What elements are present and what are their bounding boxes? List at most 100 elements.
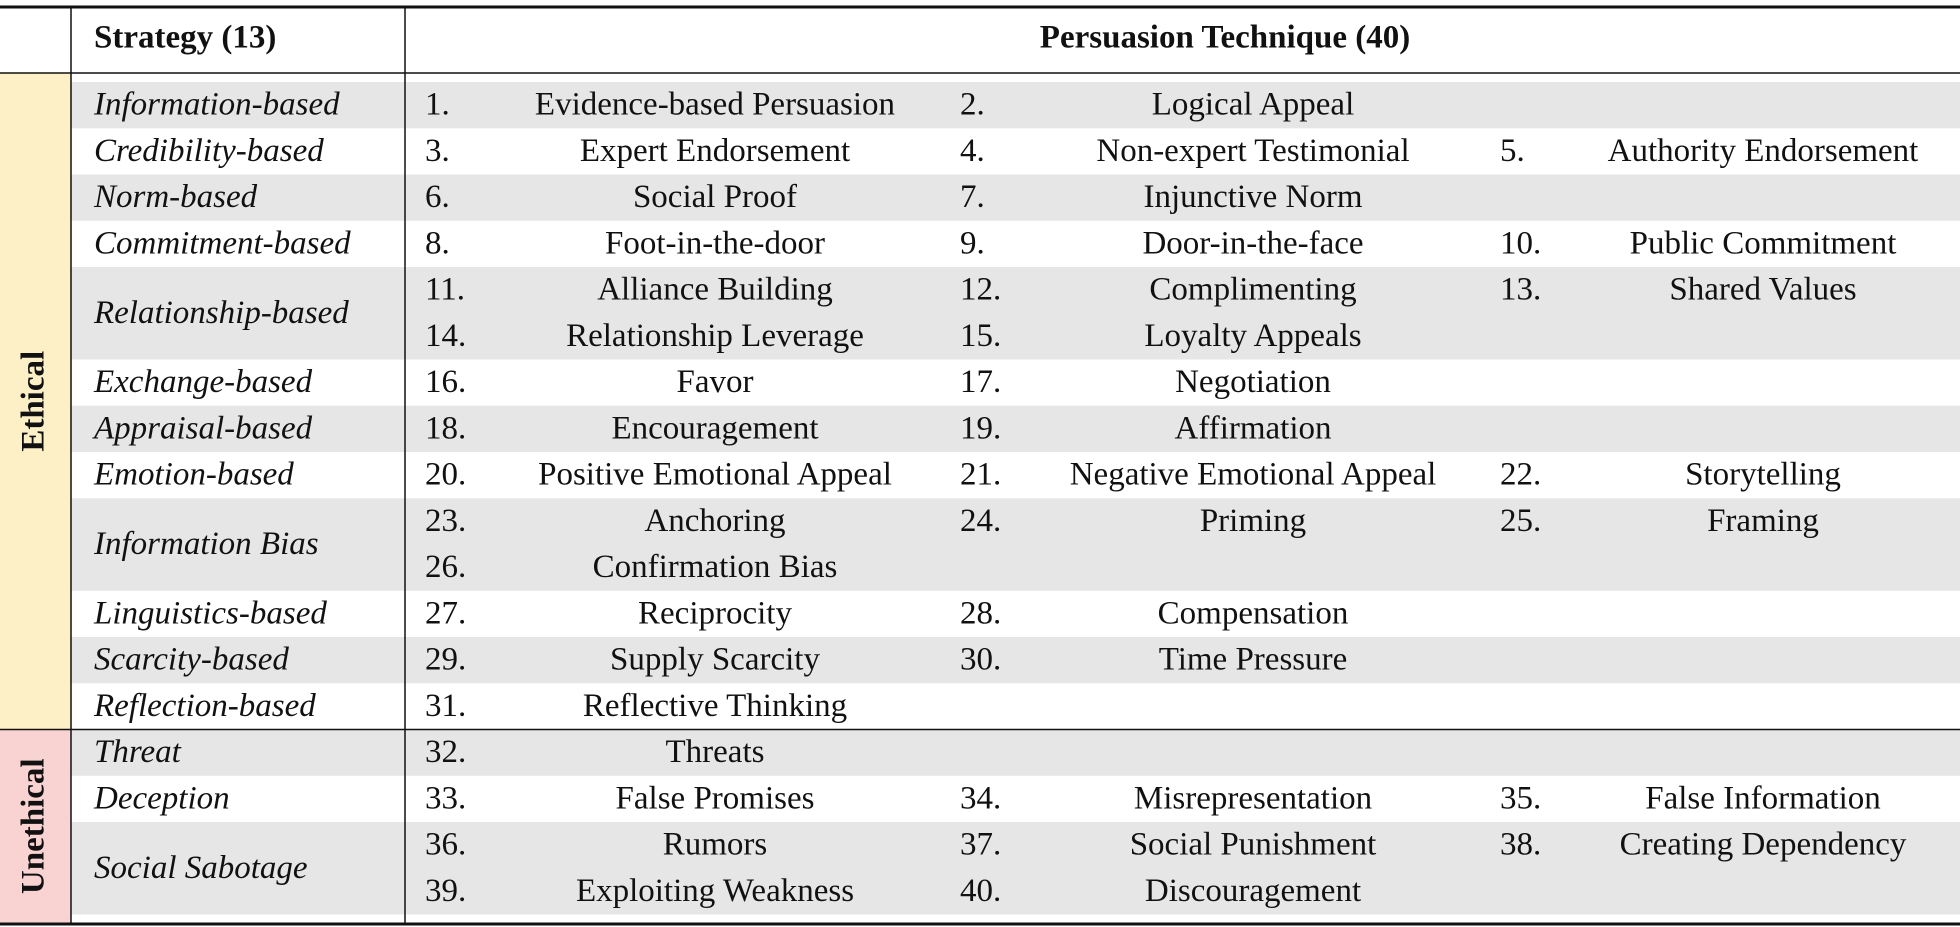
strategy-name: Information Bias <box>93 526 319 562</box>
technique-number: 34. <box>960 780 1001 816</box>
technique-number: 18. <box>425 410 466 446</box>
technique-number: 11. <box>425 272 465 308</box>
strategy-name: Norm-based <box>93 179 258 215</box>
technique-number: 27. <box>425 595 466 631</box>
technique-number: 35. <box>1500 780 1541 816</box>
technique-number: 20. <box>425 457 466 493</box>
technique-number: 12. <box>960 272 1001 308</box>
strategy-name: Exchange-based <box>93 364 313 400</box>
technique-name: Rumors <box>663 827 768 863</box>
technique-number: 38. <box>1500 827 1541 863</box>
technique-number: 37. <box>960 827 1001 863</box>
technique-name: Relationship Leverage <box>566 318 864 354</box>
technique-number: 14. <box>425 318 466 354</box>
strategy-name: Linguistics-based <box>93 595 327 631</box>
cells: Strategy (13) Persuasion Technique (40) … <box>16 20 1919 909</box>
technique-number: 30. <box>960 642 1001 678</box>
technique-number: 28. <box>960 595 1001 631</box>
row-shade <box>71 405 1960 452</box>
technique-name: Confirmation Bias <box>593 549 838 585</box>
technique-number: 6. <box>425 179 450 215</box>
row-shade <box>71 729 1960 776</box>
technique-name: Door-in-the-face <box>1142 225 1363 261</box>
technique-number: 15. <box>960 318 1001 354</box>
strategy-name: Social Sabotage <box>94 850 308 886</box>
technique-name: Compensation <box>1158 595 1349 631</box>
technique-name: Social Proof <box>633 179 797 215</box>
technique-number: 17. <box>960 364 1001 400</box>
technique-name: Social Punishment <box>1130 827 1377 863</box>
technique-number: 7. <box>960 179 985 215</box>
technique-number: 39. <box>425 873 466 909</box>
strategy-name: Information-based <box>93 87 340 123</box>
row-shade <box>71 637 1960 684</box>
header-technique: Persuasion Technique (40) <box>1040 20 1410 56</box>
technique-name: Misrepresentation <box>1134 780 1372 816</box>
technique-number: 13. <box>1500 272 1541 308</box>
technique-name: Complimenting <box>1149 272 1356 308</box>
technique-name: Supply Scarcity <box>610 642 820 678</box>
technique-number: 4. <box>960 133 985 169</box>
technique-number: 32. <box>425 734 466 770</box>
technique-name: Anchoring <box>644 503 785 539</box>
group-band <box>0 729 71 923</box>
technique-name: Non-expert Testimonial <box>1096 133 1409 169</box>
technique-number: 8. <box>425 225 450 261</box>
technique-name: Reflective Thinking <box>583 688 847 724</box>
technique-name: Expert Endorsement <box>580 133 850 169</box>
technique-name: Negative Emotional Appeal <box>1070 457 1437 493</box>
technique-number: 23. <box>425 503 466 539</box>
technique-number: 19. <box>960 410 1001 446</box>
technique-name: Authority Endorsement <box>1608 133 1919 169</box>
technique-number: 26. <box>425 549 466 585</box>
technique-name: Shared Values <box>1669 272 1856 308</box>
strategy-name: Appraisal-based <box>92 410 313 446</box>
technique-number: 1. <box>425 87 450 123</box>
technique-number: 2. <box>960 87 985 123</box>
technique-number: 21. <box>960 457 1001 493</box>
technique-name: Foot-in-the-door <box>605 225 825 261</box>
header-strategy: Strategy (13) <box>94 20 276 56</box>
technique-name: Creating Dependency <box>1620 827 1907 863</box>
row-shade <box>71 267 1960 360</box>
technique-name: Encouragement <box>611 410 818 446</box>
technique-name: Logical Appeal <box>1152 87 1355 123</box>
group-label: Ethical <box>16 351 52 452</box>
technique-number: 10. <box>1500 225 1541 261</box>
row-shade <box>71 822 1960 915</box>
rules <box>0 5 1960 926</box>
technique-number: 25. <box>1500 503 1541 539</box>
technique-name: False Information <box>1645 780 1881 816</box>
technique-number: 22. <box>1500 457 1541 493</box>
technique-name: Public Commitment <box>1630 225 1897 261</box>
strategy-name: Emotion-based <box>93 457 294 493</box>
technique-number: 5. <box>1500 133 1525 169</box>
technique-number: 3. <box>425 133 450 169</box>
technique-name: Favor <box>677 364 754 400</box>
technique-name: Loyalty Appeals <box>1144 318 1361 354</box>
group-band <box>0 73 71 730</box>
strategy-name: Credibility-based <box>94 133 324 169</box>
strategy-name: Relationship-based <box>93 295 349 331</box>
technique-name: Alliance Building <box>597 272 833 308</box>
technique-name: Priming <box>1200 503 1306 539</box>
technique-name: Evidence-based Persuasion <box>535 87 895 123</box>
row-shade <box>71 82 1960 129</box>
technique-name: Discouragement <box>1145 873 1361 909</box>
technique-number: 40. <box>960 873 1001 909</box>
row-shade <box>71 498 1960 591</box>
backgrounds <box>0 73 1960 923</box>
strategy-name: Commitment-based <box>94 225 351 261</box>
strategy-name: Scarcity-based <box>94 642 289 678</box>
technique-name: Time Pressure <box>1159 642 1348 678</box>
technique-name: Injunctive Norm <box>1143 179 1362 215</box>
strategy-name: Deception <box>93 780 230 816</box>
technique-name: Exploiting Weakness <box>576 873 854 909</box>
technique-name: False Promises <box>616 780 815 816</box>
strategy-name: Reflection-based <box>93 688 316 724</box>
technique-name: Affirmation <box>1174 410 1331 446</box>
group-label: Unethical <box>16 758 52 894</box>
technique-name: Storytelling <box>1685 457 1841 493</box>
